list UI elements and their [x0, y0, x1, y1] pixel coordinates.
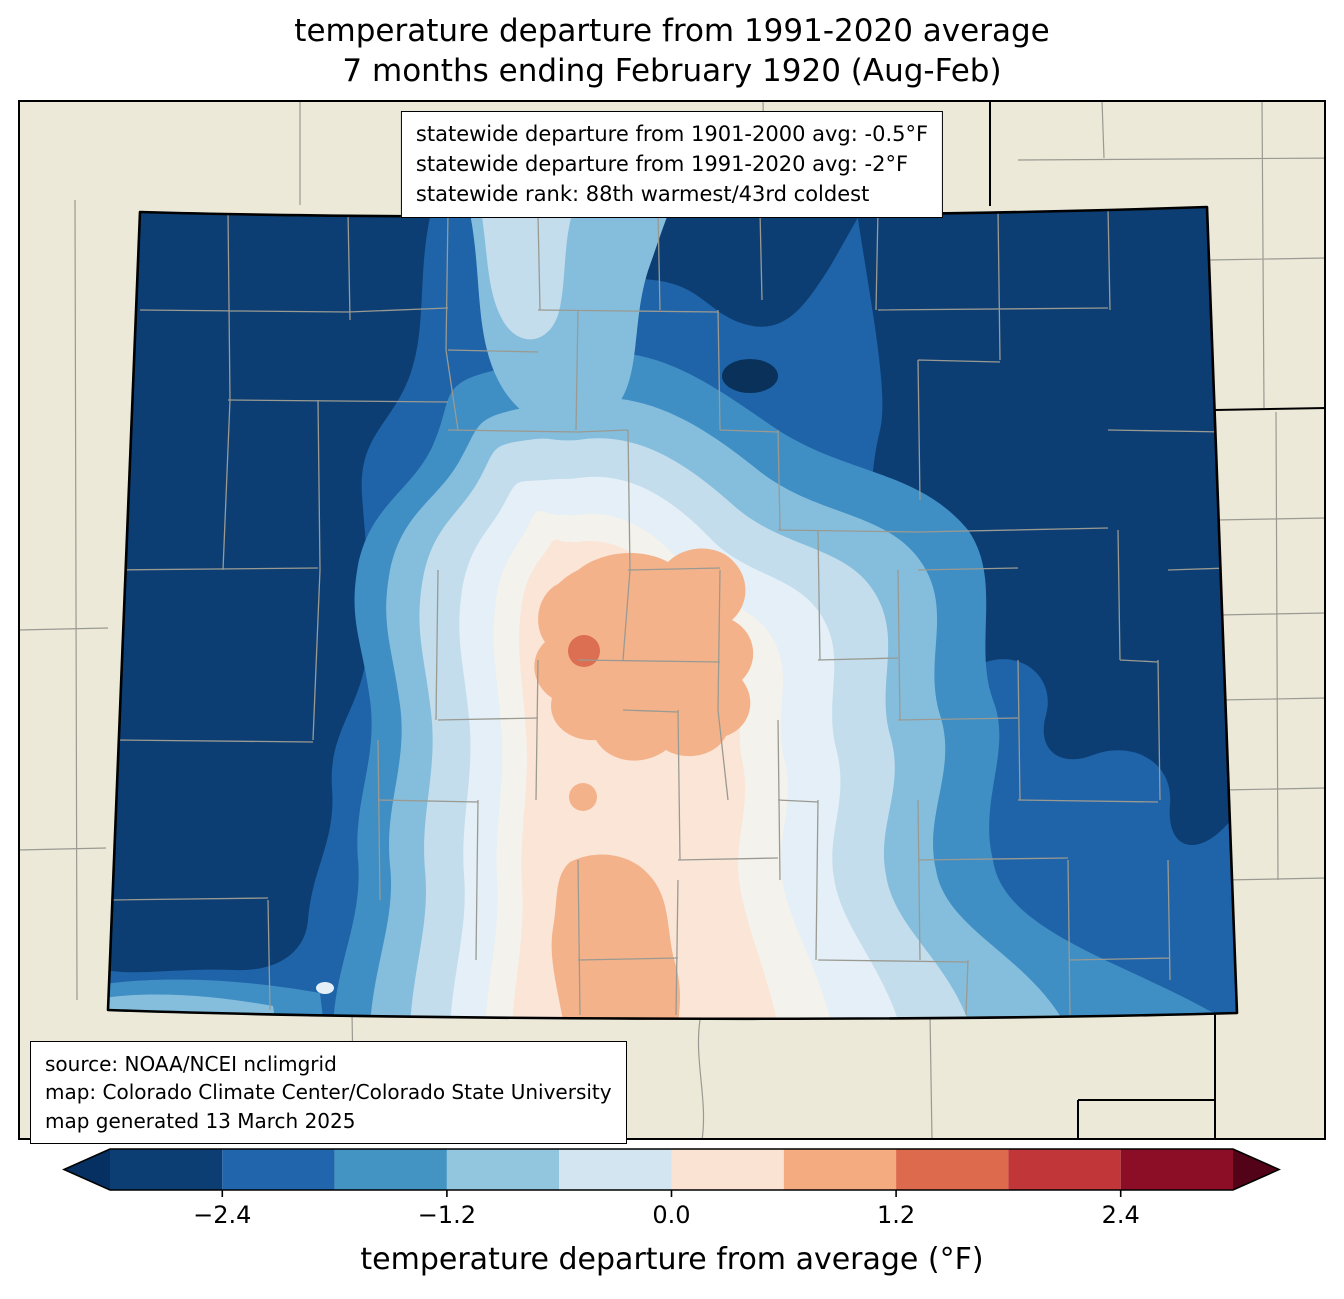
- title-line-2: 7 months ending February 1920 (Aug-Feb): [342, 52, 1002, 89]
- contour-field: [108, 207, 1237, 1019]
- colorbar-tick-marks: [221, 1190, 1122, 1197]
- source-box: source: NOAA/NCEI nclimgrid map: Colorad…: [30, 1041, 627, 1145]
- source-line-3: map generated 13 March 2025: [45, 1108, 356, 1133]
- colorbar-tick-label: 1.2: [877, 1201, 915, 1229]
- contour-darkest-spot: [722, 359, 778, 393]
- source-line-2: map: Colorado Climate Center/Colorado St…: [45, 1080, 612, 1105]
- colorbar-under-arrow: [64, 1149, 110, 1190]
- contour-pale-spot-sw: [316, 982, 334, 994]
- neighbor-state-borders: [989, 100, 1326, 1140]
- colorbar-over-arrow: [1233, 1149, 1279, 1190]
- stats-line-3: statewide rank: 88th warmest/43rd coldes…: [415, 181, 870, 206]
- contour-light-orange-central: [534, 548, 754, 761]
- source-line-1: source: NOAA/NCEI nclimgrid: [45, 1052, 337, 1076]
- stats-line-1: statewide departure from 1901-2000 avg: …: [415, 122, 929, 146]
- colorbar-segment: [783, 1149, 897, 1190]
- colorbar-tick-label: −1.2: [418, 1201, 476, 1229]
- contour-navy-west: [108, 207, 433, 973]
- colorbar-segment: [1120, 1149, 1233, 1190]
- axes-frame: [18, 100, 1326, 1140]
- colorbar-segment: [559, 1149, 672, 1190]
- stats-box: statewide departure from 1901-2000 avg: …: [400, 111, 944, 219]
- colorbar: −2.4 −1.2 0.0 1.2 2.4 temperature depart…: [62, 1148, 1281, 1277]
- colorbar-outline: [62, 1148, 1281, 1191]
- colorbar-segment: [1008, 1149, 1121, 1190]
- figure-title: temperature departure from 1991-2020 ave…: [0, 12, 1344, 91]
- colorado-anomaly-map: [18, 100, 1326, 1140]
- colorbar-tick-label: 0.0: [652, 1201, 690, 1229]
- title-line-1: temperature departure from 1991-2020 ave…: [294, 13, 1050, 49]
- contour-orange-red-spot: [568, 635, 600, 667]
- contour-navy-east: [856, 207, 1231, 846]
- colorbar-tick-label: 2.4: [1102, 1201, 1140, 1229]
- stats-line-2: statewide departure from 1991-2020 avg: …: [415, 151, 909, 176]
- county-lines-colorado: [108, 207, 1229, 1016]
- contour-pale-blue-tongue-core: [480, 207, 574, 340]
- colorbar-segment: [334, 1149, 447, 1190]
- colorbar-axis-label: temperature departure from average (°F): [360, 1242, 983, 1277]
- contour-light-orange-south: [551, 854, 680, 1019]
- colorbar-segment: [446, 1149, 560, 1190]
- colorbar-segment: [671, 1149, 784, 1190]
- colorbar-tick-label: −2.4: [193, 1201, 251, 1229]
- contour-light-orange-dot: [569, 783, 597, 811]
- colorbar-segment: [110, 1149, 223, 1190]
- colorbar-segment: [896, 1149, 1009, 1190]
- colorbar-segment: [222, 1149, 335, 1190]
